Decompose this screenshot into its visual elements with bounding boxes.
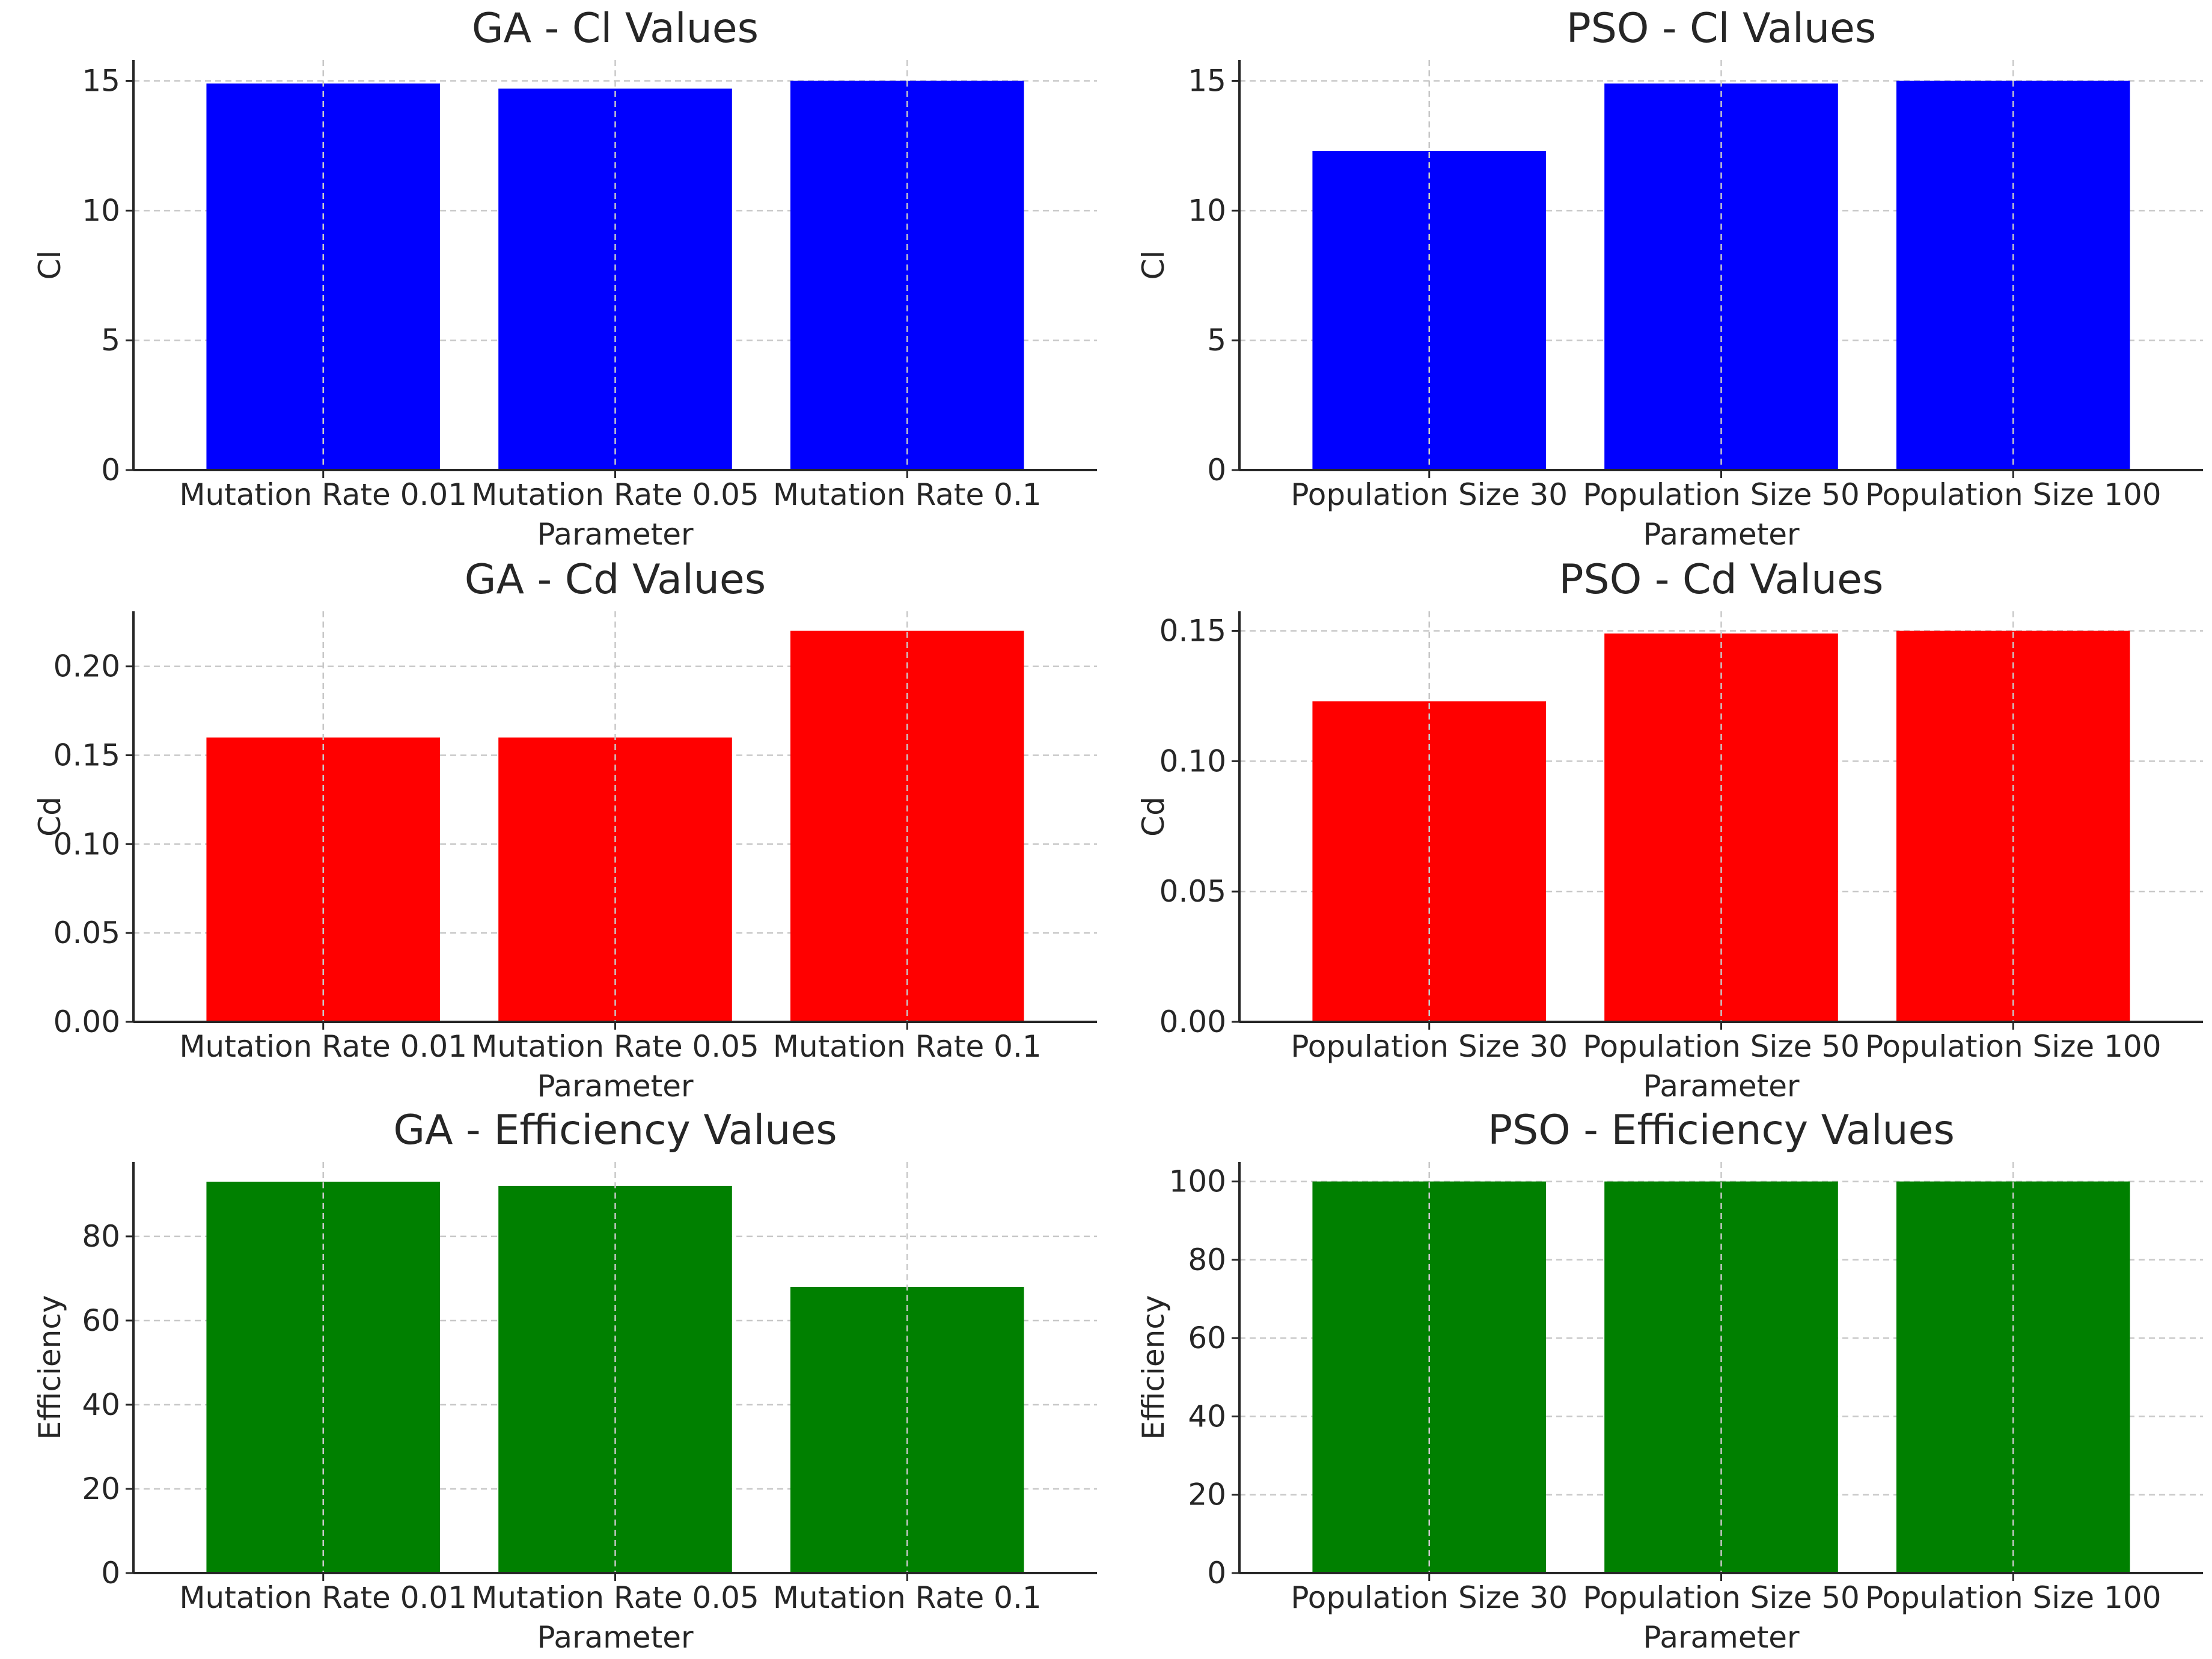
y-tick-label: 0 (1207, 453, 1226, 487)
x-tick-label: Mutation Rate 0.1 (773, 1580, 1042, 1615)
x-tick-label: Population Size 50 (1583, 1029, 1860, 1064)
x-tick-label: Population Size 30 (1291, 1580, 1568, 1615)
y-tick-label: 60 (1188, 1321, 1226, 1355)
x-axis-label: Parameter (1643, 1620, 1800, 1655)
x-tick-label: Population Size 30 (1291, 1029, 1568, 1064)
y-axis-label: Efficiency (32, 1295, 67, 1440)
y-tick-label: 60 (82, 1303, 120, 1338)
y-axis-label: Cl (32, 251, 67, 280)
y-tick-label: 15 (82, 64, 120, 99)
y-tick-label: 0.20 (53, 649, 120, 684)
y-tick-label: 0 (1207, 1556, 1226, 1590)
x-tick-label: Population Size 100 (1865, 477, 2162, 512)
x-tick-label: Population Size 100 (1865, 1029, 2162, 1064)
y-tick-label: 0.00 (53, 1004, 120, 1039)
x-tick-label: Mutation Rate 0.01 (179, 1029, 467, 1064)
chart-title: PSO - Efficiency Values (1488, 1107, 1955, 1154)
x-tick-label: Mutation Rate 0.01 (179, 1580, 467, 1615)
y-tick-label: 0.15 (1159, 614, 1226, 649)
x-tick-label: Population Size 50 (1583, 1580, 1860, 1615)
y-tick-label: 80 (1188, 1242, 1226, 1277)
x-axis-label: Parameter (537, 1620, 694, 1655)
y-tick-label: 10 (1188, 193, 1226, 228)
y-axis-label: Efficiency (1136, 1295, 1171, 1440)
x-tick-label: Population Size 100 (1865, 1580, 2162, 1615)
x-tick-label: Population Size 50 (1583, 477, 1860, 512)
y-tick-label: 40 (82, 1387, 120, 1422)
y-tick-label: 15 (1188, 64, 1226, 99)
y-tick-label: 0.10 (53, 826, 120, 861)
y-tick-label: 40 (1188, 1399, 1226, 1434)
x-tick-label: Population Size 30 (1291, 477, 1568, 512)
x-tick-label: Mutation Rate 0.05 (471, 1029, 759, 1064)
x-axis-label: Parameter (537, 517, 694, 552)
x-tick-label: Mutation Rate 0.1 (773, 1029, 1042, 1064)
y-tick-label: 0.15 (53, 738, 120, 772)
x-tick-label: Mutation Rate 0.01 (179, 477, 467, 512)
chart-title: GA - Efficiency Values (393, 1107, 837, 1154)
chart-title: PSO - Cd Values (1559, 556, 1884, 603)
y-tick-label: 100 (1169, 1164, 1226, 1199)
y-tick-label: 0.10 (1159, 744, 1226, 778)
y-tick-label: 20 (82, 1471, 120, 1506)
y-tick-label: 0 (101, 1556, 120, 1590)
y-axis-label: Cd (1136, 796, 1171, 837)
chart-panel-6: 0 20 40 60 80 100 Population Size 30 Population… (1136, 1107, 2203, 1655)
chart-panel-4: 0.00 0.05 0.10 0.15 Population Size 30 Popula… (1136, 556, 2203, 1104)
x-tick-label: Mutation Rate 0.05 (471, 477, 759, 512)
x-tick-label: Mutation Rate 0.1 (773, 477, 1042, 512)
y-tick-label: 5 (101, 323, 120, 358)
chart-panel-2: 0 5 10 15 Population Size 30 Population Size … (1136, 5, 2203, 552)
y-tick-label: 80 (82, 1219, 120, 1254)
y-tick-label: 0 (101, 453, 120, 487)
y-tick-label: 0.00 (1159, 1004, 1226, 1039)
y-tick-label: 10 (82, 193, 120, 228)
x-axis-label: Parameter (1643, 517, 1800, 552)
chart-title: PSO - Cl Values (1566, 5, 1877, 52)
chart-title: GA - Cl Values (472, 5, 759, 52)
chart-title: GA - Cd Values (465, 556, 766, 603)
y-axis-label: Cl (1136, 251, 1171, 280)
y-tick-label: 5 (1207, 323, 1226, 358)
y-tick-label: 0.05 (53, 915, 120, 950)
x-axis-label: Parameter (537, 1069, 694, 1104)
y-tick-label: 0.05 (1159, 874, 1226, 909)
y-axis-label: Cd (32, 796, 67, 837)
x-tick-label: Mutation Rate 0.05 (471, 1580, 759, 1615)
y-tick-label: 20 (1188, 1477, 1226, 1512)
x-axis-label: Parameter (1643, 1069, 1800, 1104)
